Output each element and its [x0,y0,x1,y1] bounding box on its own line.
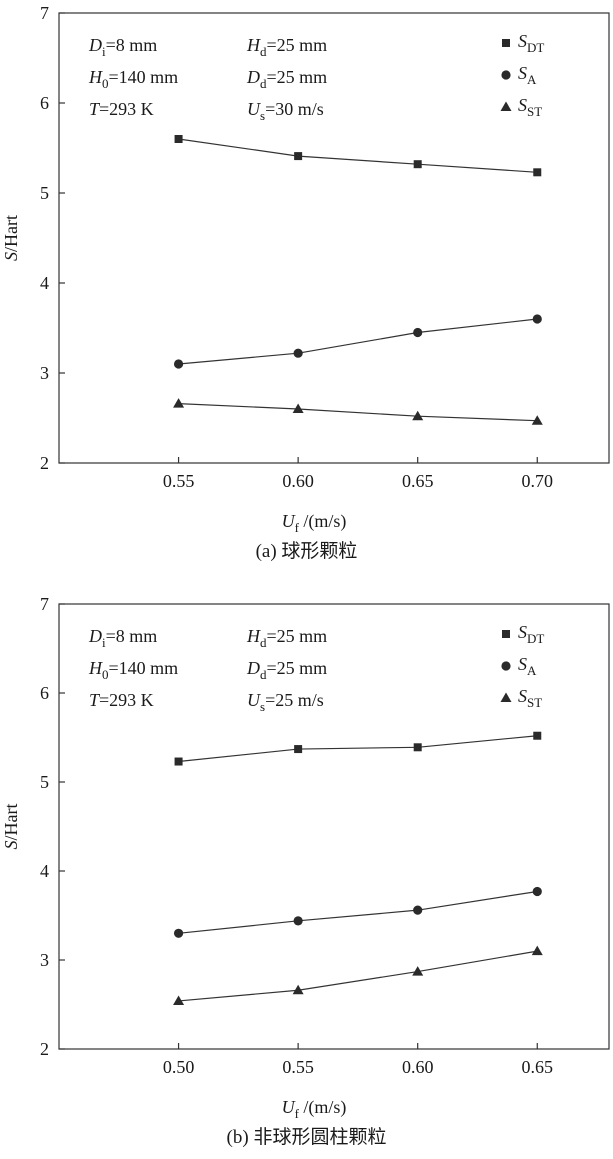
series-dt [174,135,542,177]
legend-entry-dt: SDT [502,31,544,55]
y-tick-label: 3 [40,950,49,970]
data-point-circle [173,359,184,369]
data-point-circle [293,348,303,358]
legend-label: SA [518,63,537,87]
legend-marker [502,630,510,638]
x-axis-label: Uf /(m/s) [282,511,347,535]
param-annotation: Di=8 mm [88,35,157,59]
legend-marker [501,70,511,80]
legend-entry-st: SST [500,686,542,710]
chart-a: 2 3 4 5 6 7 0.55 0.60 0.65 0.70 S/Hart Uf /(m/s) Di=… [1,3,610,535]
x-tick-label: 0.55 [282,1057,314,1077]
param-annotation: Hd=25 mm [246,35,327,59]
y-tick-label: 5 [40,183,49,203]
data-point-square [174,757,183,766]
data-point-circle [293,916,303,926]
data-point-square [413,743,422,752]
series-line [178,735,538,763]
param-annotation: Us=25 m/s [247,690,324,714]
legend-marker [502,39,510,47]
data-point-triangle [173,995,185,1005]
y-tick-label: 3 [40,363,49,383]
data-point-circle [532,314,542,324]
param-annotation: Dd=25 mm [246,658,327,682]
data-point-triangle [173,398,185,408]
series-line [178,403,538,422]
y-tick-label: 5 [40,772,49,792]
data-point-triangle [412,410,424,421]
series-dt [174,731,542,766]
series-st [173,398,543,425]
y-tick-label: 4 [40,861,49,881]
legend-label: SST [518,686,542,710]
x-tick-label: 0.65 [522,1057,554,1077]
x-tick-label: 0.65 [402,471,434,491]
param-annotation: H0=140 mm [88,67,178,91]
data-point-square [533,168,542,177]
legend-marker [501,661,511,671]
data-point-circle [413,905,423,915]
legend-entry-a: SA [501,63,537,87]
data-point-triangle [531,945,543,956]
y-axis-label: S/Hart [1,215,21,261]
legend-label: SDT [518,622,544,646]
data-point-square [294,745,303,754]
param-annotation: Di=8 mm [88,626,157,650]
param-annotation: T=293 K [89,99,154,119]
x-tick-label: 0.60 [402,1057,434,1077]
plot-frame [58,603,610,1050]
y-tick-label: 2 [40,453,49,473]
param-annotation: H0=140 mm [88,658,178,682]
series-st [173,945,543,1005]
series-a [173,886,542,938]
data-point-triangle [292,984,304,995]
x-tick-label: 0.60 [282,471,314,491]
y-tick-label: 6 [40,93,49,113]
legend-label: SST [518,95,542,119]
y-tick-label: 2 [40,1039,49,1059]
data-point-triangle [292,403,304,413]
data-point-circle [532,886,542,897]
legend-entry-dt: SDT [502,622,544,646]
data-point-square [413,160,422,169]
legend-marker [500,101,512,111]
param-annotation: Hd=25 mm [246,626,327,650]
param-annotation: T=293 K [89,690,154,710]
x-tick-label: 0.70 [522,471,554,491]
caption-b: (b) 非球形圆柱颗粒 [226,1127,387,1148]
x-tick-label: 0.55 [163,471,195,491]
y-tick-label: 4 [40,273,49,293]
data-point-square [533,731,542,740]
x-axis-label: Uf /(m/s) [282,1097,347,1121]
series-a [173,314,542,369]
data-point-square [174,135,183,143]
data-point-square [294,152,303,161]
series-line [178,950,538,1002]
param-annotation: Us=30 m/s [247,99,324,123]
data-point-triangle [412,966,424,976]
param-annotation: Dd=25 mm [246,67,327,91]
y-axis-label: S/Hart [1,804,21,850]
series-line [178,138,538,173]
caption-a: (a) 球形颗粒 [255,541,358,562]
legend-label: SA [518,654,537,678]
data-point-circle [173,928,184,938]
legend-entry-a: SA [501,654,537,678]
data-point-circle [413,327,423,338]
legend-label: SDT [518,31,544,55]
series-line [178,890,538,934]
y-tick-label: 7 [40,3,49,23]
series-line [178,318,538,365]
chart-b: 2 3 4 5 6 7 0.50 0.55 0.60 0.65 S/Hart Uf /(m/s) Di=… [1,594,610,1121]
y-tick-label: 7 [40,594,49,614]
data-point-triangle [531,415,543,425]
plot-frame [58,12,610,464]
legend-entry-st: SST [500,95,542,119]
legend-marker [500,692,512,702]
y-tick-label: 6 [40,683,49,703]
x-tick-label: 0.50 [163,1057,195,1077]
